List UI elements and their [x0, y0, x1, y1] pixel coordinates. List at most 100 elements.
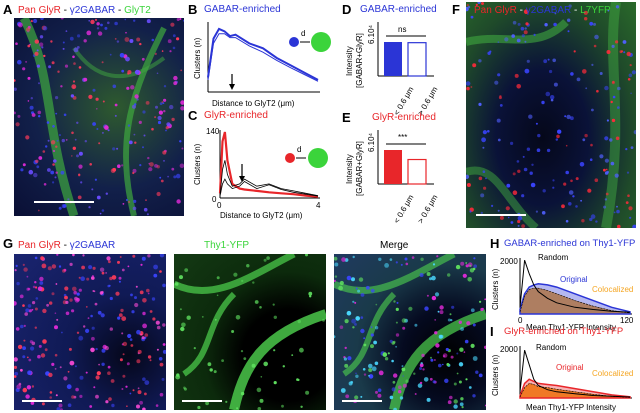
- cluster-dot: [62, 269, 66, 273]
- cluster-dot: [605, 192, 609, 196]
- cluster-dot: [193, 347, 196, 350]
- chart-e-bar-1: [384, 150, 402, 184]
- cluster-dots-f: [466, 2, 636, 228]
- cluster-dot: [350, 380, 354, 384]
- cluster-dot: [606, 170, 609, 174]
- cluster-dot: [616, 209, 620, 214]
- cluster-dot: [469, 210, 472, 213]
- cluster-dot: [112, 84, 117, 89]
- cluster-dot: [296, 378, 299, 381]
- chart-h-x0: 0: [518, 316, 523, 325]
- cluster-dot: [401, 318, 407, 323]
- cluster-dot: [466, 321, 471, 326]
- cluster-dot: [620, 50, 624, 53]
- cluster-dot: [572, 195, 575, 198]
- cluster-dot: [65, 300, 69, 304]
- cluster-dot: [470, 343, 475, 348]
- cluster-dot: [246, 264, 250, 268]
- cluster-dot: [172, 46, 176, 50]
- chart-i-series: [519, 350, 631, 399]
- cluster-dot: [496, 118, 501, 123]
- cluster-dot: [147, 355, 152, 359]
- cluster-dot: [517, 22, 521, 26]
- cluster-dot: [82, 254, 85, 257]
- micrograph-a-texture: [14, 18, 184, 216]
- cluster-dot: [566, 114, 571, 120]
- cluster-dot: [459, 347, 464, 352]
- cluster-dot: [139, 400, 143, 405]
- cluster-dot: [447, 400, 452, 405]
- chart-d-ylabel2: [GABAR+GlyR]: [355, 33, 364, 88]
- cluster-dot: [611, 118, 616, 123]
- cluster-dot: [506, 183, 511, 188]
- cluster-dot: [32, 285, 36, 289]
- cluster-dot: [458, 380, 462, 384]
- cluster-dot: [565, 170, 569, 175]
- cluster-dot: [499, 215, 504, 220]
- cluster-dot: [144, 333, 149, 337]
- cluster-dot: [147, 156, 150, 160]
- cluster-dot: [472, 267, 476, 271]
- cluster-dot: [136, 98, 139, 101]
- cluster-dot: [512, 20, 517, 25]
- cluster-dot: [628, 206, 633, 211]
- cluster-dot: [18, 382, 22, 386]
- cluster-dot: [374, 326, 379, 330]
- cluster-dot: [561, 204, 565, 209]
- chart-h-xlabel: Mean Thy1-YFP Intensity: [526, 323, 616, 332]
- cluster-dot: [546, 148, 551, 153]
- cluster-dot: [119, 53, 125, 58]
- cluster-dot: [281, 404, 284, 408]
- cluster-dot: [119, 256, 122, 258]
- cluster-dot: [632, 224, 636, 228]
- cluster-dot: [52, 149, 56, 153]
- cluster-dot: [554, 12, 557, 15]
- cluster-dot: [567, 18, 571, 22]
- cluster-dot: [155, 105, 158, 109]
- cluster-dot: [25, 308, 30, 313]
- cluster-dot: [128, 200, 131, 204]
- cluster-dot: [545, 91, 551, 97]
- cluster-dot: [27, 304, 32, 308]
- cluster-dot: [67, 403, 72, 407]
- cluster-dot: [160, 179, 164, 183]
- cluster-dot: [56, 139, 59, 142]
- panel-a-title: Pan GlyR - γ2GABAR - GlyT2: [18, 5, 151, 16]
- cluster-dot: [481, 137, 486, 143]
- cluster-dot: [75, 387, 79, 392]
- cluster-dot: [235, 315, 241, 320]
- cluster-dot: [626, 171, 630, 174]
- cluster-dot: [126, 86, 130, 90]
- cluster-dot: [41, 263, 47, 269]
- cluster-dot: [606, 119, 609, 122]
- cluster-dot: [570, 72, 574, 76]
- cluster-dot: [101, 61, 104, 64]
- chart-b-d-label: d: [301, 29, 305, 38]
- cluster-dot: [137, 390, 142, 395]
- chart-e-bar-2: [407, 158, 427, 185]
- cluster-dot: [180, 69, 183, 72]
- chart-b-cluster-dot: [289, 37, 299, 47]
- cluster-dot: [76, 121, 79, 125]
- cluster-dot: [351, 277, 355, 282]
- cluster-dot: [16, 281, 20, 286]
- cluster-dot: [122, 203, 125, 205]
- cluster-dot: [39, 276, 44, 282]
- cluster-dot: [523, 30, 528, 35]
- cluster-dot: [77, 195, 82, 200]
- cluster-dot: [497, 209, 500, 212]
- cluster-dot: [615, 136, 620, 141]
- cluster-dot: [465, 262, 468, 264]
- cluster-dot: [241, 279, 244, 282]
- cluster-dot: [127, 333, 132, 339]
- cluster-dot: [34, 51, 39, 56]
- cluster-dot: [154, 52, 157, 56]
- cluster-dot: [37, 209, 40, 212]
- cluster-dot: [384, 263, 389, 268]
- cluster-dot: [354, 395, 359, 400]
- cluster-dot: [83, 325, 86, 328]
- cluster-dot: [142, 146, 144, 149]
- cluster-dot: [402, 375, 404, 377]
- cluster-dot: [334, 275, 338, 278]
- cluster-dot: [584, 133, 588, 138]
